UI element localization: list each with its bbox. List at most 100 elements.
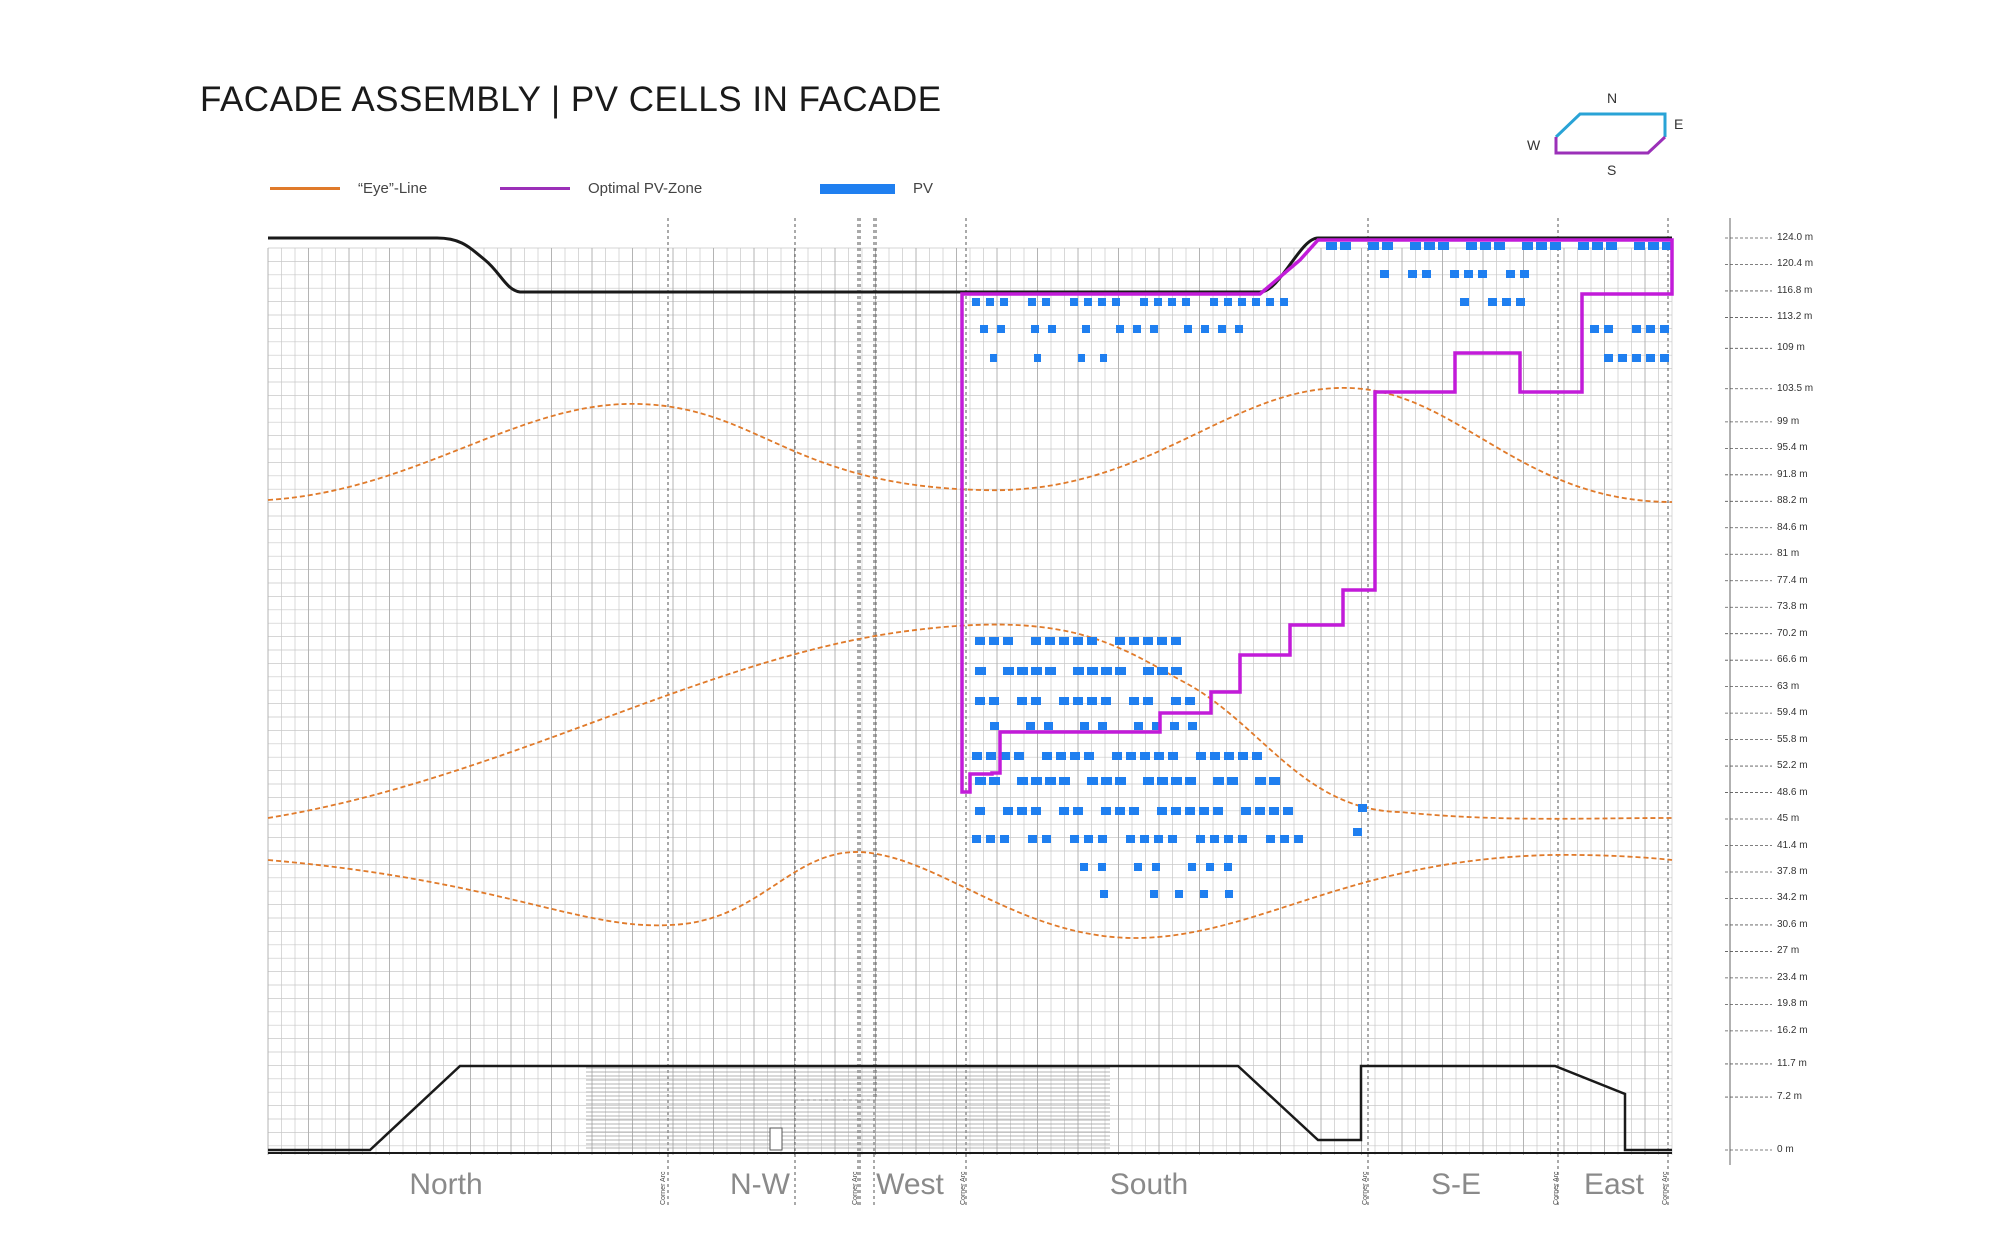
pv-cell (1488, 298, 1497, 306)
pv-cell (1175, 890, 1183, 898)
pv-cell (975, 637, 985, 645)
pv-cell (1368, 242, 1379, 250)
pv-cell (1017, 777, 1028, 785)
level-label: 124.0 m (1777, 232, 1814, 243)
compass-east: E (1674, 116, 1684, 132)
pv-cell (1283, 807, 1293, 815)
pv-cell (997, 325, 1005, 333)
pv-cell (1213, 807, 1223, 815)
pv-cell (1618, 354, 1627, 362)
eye-lines (267, 387, 1673, 939)
corner-arc-label: Corner Arc (852, 1171, 859, 1205)
level-label: 113.2 m (1777, 311, 1813, 323)
pv-cell (1196, 835, 1205, 843)
pv-cell (1134, 863, 1142, 871)
pv-cell (1382, 242, 1393, 250)
level-label: 52.2 m (1777, 760, 1808, 772)
corner-arc-label: Corner Arc (960, 1171, 967, 1205)
pv-cell (1084, 298, 1092, 306)
pv-cell (1082, 325, 1090, 333)
pv-cell (1031, 325, 1039, 333)
section-nw: N-W (730, 1168, 790, 1201)
pv-cell (1380, 270, 1389, 278)
pv-cell (1070, 835, 1079, 843)
pv-cell (1408, 270, 1417, 278)
pv-cell (1126, 752, 1136, 760)
pv-cell (1031, 777, 1042, 785)
pv-cell (1238, 298, 1246, 306)
pv-cell (1129, 637, 1139, 645)
pv-cell (1042, 752, 1052, 760)
level-scale (1725, 218, 1772, 1165)
podium-outline (268, 1064, 1672, 1152)
pv-cell (1646, 354, 1655, 362)
pv-cell (1031, 667, 1042, 675)
pv-cell (1235, 325, 1243, 333)
pv-cell (1210, 298, 1218, 306)
pv-cell (1227, 777, 1238, 785)
pv-cell (989, 777, 1000, 785)
pv-cell (1185, 697, 1195, 705)
pv-cells (972, 242, 1673, 898)
pv-cell (1000, 752, 1010, 760)
level-label: 27 m (1777, 945, 1800, 957)
pv-cell (1087, 697, 1097, 705)
compass-south: S (1607, 162, 1617, 178)
pv-cell (1098, 298, 1106, 306)
pv-cell (972, 752, 982, 760)
pv-cell (1171, 777, 1182, 785)
level-label: 95.4 m (1777, 442, 1808, 454)
pv-cell (1238, 752, 1248, 760)
pv-cell (1157, 637, 1167, 645)
pv-cell (1255, 807, 1265, 815)
pv-cell (1168, 298, 1176, 306)
pv-cell (1224, 835, 1233, 843)
level-label: 99 m (1777, 415, 1800, 427)
pv-cell (1042, 298, 1050, 306)
pv-cell (1241, 807, 1251, 815)
pv-cell (1424, 242, 1435, 250)
pv-cell (1550, 242, 1561, 250)
level-label: 0 m (1777, 1144, 1794, 1155)
pv-cell (1225, 890, 1233, 898)
pv-cell (1171, 807, 1181, 815)
pv-cell (1098, 722, 1107, 730)
level-label: 23.4 m (1777, 971, 1808, 983)
legend-optimal-zone: Optimal PV-Zone (500, 180, 702, 197)
pv-cell (1084, 752, 1094, 760)
pv-cell (1045, 777, 1056, 785)
eye-line-curve (267, 387, 1673, 503)
eye-line-curve (267, 851, 1673, 939)
pv-cell (1003, 637, 1013, 645)
pv-cell (1201, 325, 1209, 333)
pv-cell (1188, 863, 1196, 871)
pv-cell (1045, 637, 1055, 645)
pv-cell (1080, 722, 1089, 730)
pv-cell (972, 835, 981, 843)
pv-cell (1340, 242, 1351, 250)
pv-cell (1200, 890, 1208, 898)
west-core-outline (794, 218, 877, 1101)
pv-cell (1157, 667, 1168, 675)
pv-cell (1129, 807, 1139, 815)
pv-cell (1238, 835, 1247, 843)
compass-north: N (1607, 90, 1618, 106)
pv-cell (1070, 298, 1078, 306)
pv-cell (1185, 807, 1195, 815)
pv-cell (1266, 835, 1275, 843)
pv-cell (1026, 722, 1035, 730)
pv-cell (1143, 697, 1153, 705)
pv-cell (1154, 835, 1163, 843)
level-label: 34.2 m (1777, 892, 1808, 904)
pv-cell (1294, 835, 1303, 843)
pv-cell (1098, 835, 1107, 843)
pv-cell (1059, 777, 1070, 785)
pv-cell (1438, 242, 1449, 250)
pv-cell (1157, 807, 1167, 815)
pv-cell (1252, 752, 1262, 760)
section-north: North (409, 1168, 483, 1201)
corner-arc-label: Corner Arc (1662, 1171, 1669, 1205)
pv-cell (1098, 863, 1106, 871)
optimal-zone-swatch (500, 187, 570, 190)
